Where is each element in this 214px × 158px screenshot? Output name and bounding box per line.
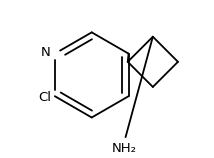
Text: NH₂: NH₂ xyxy=(112,142,137,155)
Text: N: N xyxy=(41,46,51,59)
Text: Cl: Cl xyxy=(38,91,51,104)
